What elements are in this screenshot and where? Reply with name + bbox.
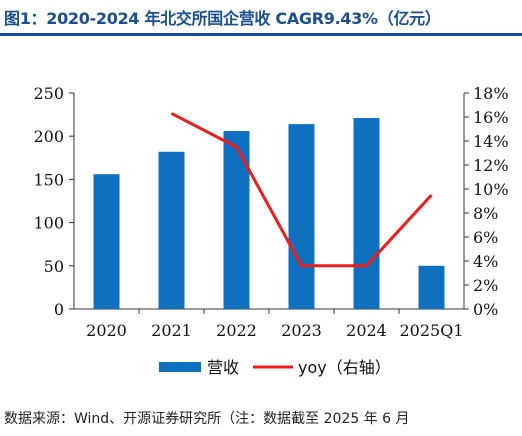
left-tick-label: 0	[54, 300, 64, 319]
bar	[418, 265, 445, 309]
x-tick-label: 2024	[346, 321, 387, 340]
x-tick-label: 2020	[86, 321, 127, 340]
bar	[223, 131, 250, 309]
right-tick-label: 8%	[473, 204, 498, 223]
legend: 营收 yoy（右轴）	[159, 358, 391, 377]
x-tick-label: 2025Q1	[399, 321, 463, 340]
tick-labels-layer: 0 50 100 150 200 250 0% 2% 4% 6% 8% 10% 12% 14% 16% 18%…	[33, 84, 508, 340]
right-tick-label: 12%	[473, 156, 509, 175]
legend-swatch-bar	[159, 362, 201, 372]
right-tick-label: 16%	[473, 108, 509, 127]
x-tick-label: 2021	[151, 321, 192, 340]
x-tick-label: 2023	[281, 321, 322, 340]
right-tick-label: 4%	[473, 252, 498, 271]
line-layer	[170, 112, 433, 268]
right-tick-label: 14%	[473, 132, 509, 151]
left-tick-label: 200	[33, 127, 64, 146]
left-tick-label: 100	[33, 214, 64, 233]
source-note: 数据来源：Wind、开源证券研究所（注：数据截至 2025 年 6 月	[4, 411, 410, 427]
x-tick-label: 2022	[216, 321, 257, 340]
axes-frame	[69, 92, 469, 314]
legend-label-bar: 营收	[207, 358, 239, 377]
right-tick-label: 0%	[473, 300, 498, 319]
legend-label-line: yoy（右轴）	[298, 358, 391, 377]
right-tick-label: 6%	[473, 228, 498, 247]
title-rule	[0, 33, 522, 36]
bar	[158, 151, 185, 309]
right-tick-label: 10%	[473, 180, 509, 199]
chart-title: 图1：2020-2024 年北交所国企营收 CAGR9.43%（亿元）	[4, 9, 441, 28]
bar	[353, 118, 380, 309]
left-tick-label: 250	[33, 84, 64, 103]
bars-layer	[93, 118, 445, 309]
left-tick-label: 150	[33, 170, 64, 189]
bar	[93, 174, 120, 309]
right-tick-label: 18%	[473, 84, 509, 103]
left-tick-label: 50	[44, 257, 64, 276]
bar	[288, 124, 315, 309]
right-tick-label: 2%	[473, 276, 498, 295]
